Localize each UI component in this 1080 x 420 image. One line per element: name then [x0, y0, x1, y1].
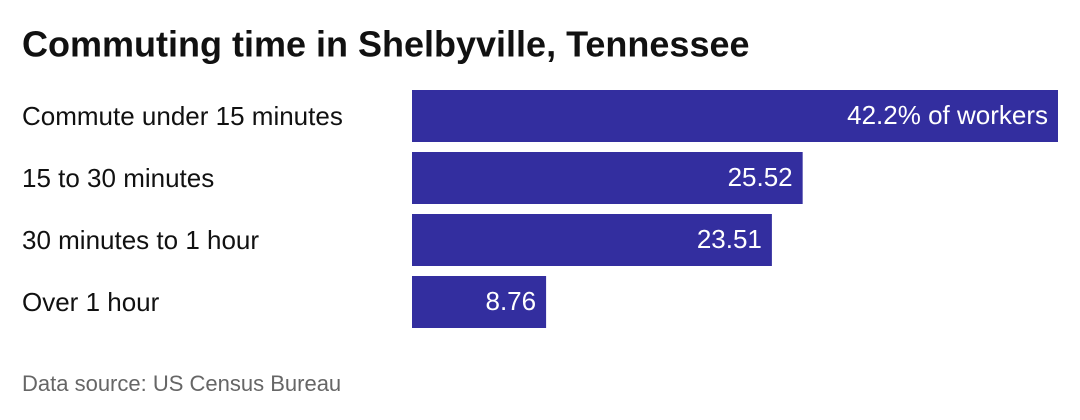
value-label: 42.2% of workers: [847, 100, 1048, 130]
value-label: 25.52: [728, 162, 793, 192]
value-label: 23.51: [697, 224, 762, 254]
bar: [412, 276, 547, 328]
bar: [412, 90, 1058, 142]
category-label: Commute under 15 minutes: [22, 101, 343, 131]
chart-title: Commuting time in Shelbyville, Tennessee: [22, 24, 750, 65]
bar: [412, 214, 772, 266]
category-label: 30 minutes to 1 hour: [22, 225, 259, 255]
value-label: 8.76: [485, 286, 536, 316]
category-label: 15 to 30 minutes: [22, 163, 214, 193]
category-label: Over 1 hour: [22, 287, 160, 317]
source-note: Data source: US Census Bureau: [22, 371, 341, 396]
bar: [412, 152, 803, 204]
